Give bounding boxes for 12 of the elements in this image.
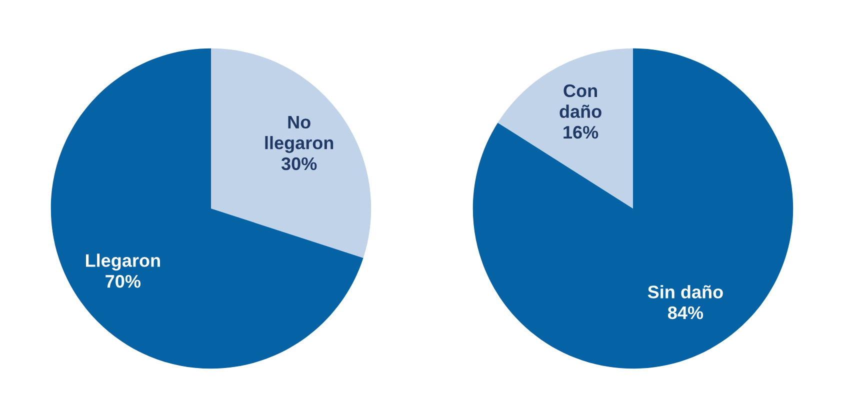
pie-slice <box>498 48 633 208</box>
data-label: 16% <box>564 126 598 139</box>
data-label: 30% <box>281 157 317 170</box>
slice-label: No llegaron <box>265 116 334 153</box>
pie-slice <box>50 48 364 369</box>
pie-slice <box>211 48 372 258</box>
slice-label: Llegaron <box>86 254 160 271</box>
slice-label: Sin daño <box>648 285 723 298</box>
data-label: 70% <box>106 274 140 288</box>
slice-label: Con daño <box>560 84 602 118</box>
pie-slice <box>472 48 794 369</box>
data-label: 84% <box>668 306 704 320</box>
